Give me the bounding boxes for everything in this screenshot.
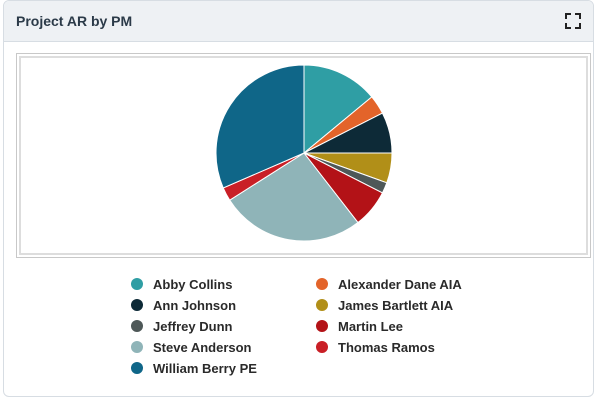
legend-dot [316, 320, 328, 332]
legend-dot [131, 299, 143, 311]
pie-slice-abby-collins[interactable] [303, 64, 373, 155]
legend-dot [131, 320, 143, 332]
legend-label: Abby Collins [153, 276, 233, 292]
legend-item-thomas-ramos: Thomas Ramos [316, 337, 435, 357]
legend-item-alexander-dane-aia: Alexander Dane AIA [316, 274, 462, 294]
pie-chart [215, 64, 393, 242]
legend-item-jeffrey-dunn: Jeffrey Dunn [131, 316, 232, 336]
legend-label: William Berry PE [153, 360, 257, 376]
legend-dot [316, 299, 328, 311]
chart-legend: Abby Collins Alexander Dane AIA Ann John… [131, 274, 531, 384]
legend-item-james-bartlett-aia: James Bartlett AIA [316, 295, 453, 315]
legend-dot [316, 341, 328, 353]
chart-frame [16, 53, 591, 258]
widget-header: Project AR by PM [4, 1, 593, 42]
pie-slice-steve-anderson[interactable] [229, 152, 359, 242]
legend-dot [131, 362, 143, 374]
legend-item-william-berry-pe: William Berry PE [131, 358, 257, 378]
legend-item-steve-anderson: Steve Anderson [131, 337, 252, 357]
legend-item-ann-johnson: Ann Johnson [131, 295, 236, 315]
legend-dot [316, 278, 328, 290]
legend-dot [131, 278, 143, 290]
legend-item-martin-lee: Martin Lee [316, 316, 403, 336]
legend-label: Jeffrey Dunn [153, 318, 233, 334]
expand-icon[interactable] [565, 13, 581, 29]
widget-title: Project AR by PM [16, 13, 133, 29]
legend-label: Alexander Dane AIA [338, 276, 462, 292]
legend-item-abby-collins: Abby Collins [131, 274, 232, 294]
legend-label: Martin Lee [338, 318, 404, 334]
legend-dot [131, 341, 143, 353]
project-ar-widget: Project AR by PM Abby Collins Alexander … [3, 0, 594, 397]
chart-plot-area [19, 56, 588, 255]
legend-label: Ann Johnson [153, 297, 237, 313]
legend-label: Thomas Ramos [338, 339, 435, 355]
pie-slice-william-berry-pe[interactable] [215, 64, 305, 189]
legend-label: Steve Anderson [153, 339, 252, 355]
legend-label: James Bartlett AIA [338, 297, 454, 313]
